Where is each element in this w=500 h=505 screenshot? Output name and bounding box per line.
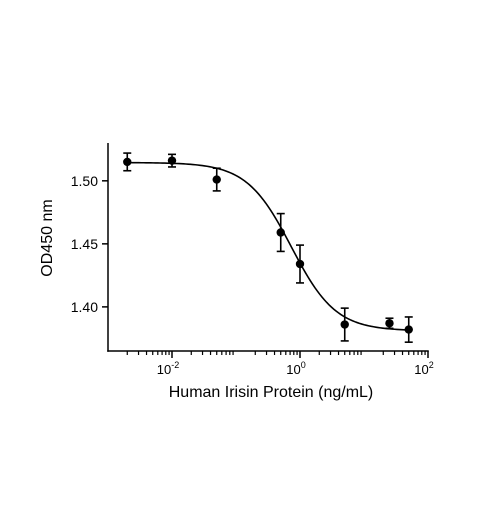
x-tick-label-exponent: -2 — [171, 360, 179, 370]
x-tick-label-base: 10 — [286, 362, 300, 377]
data-point-marker — [276, 228, 285, 237]
data-point — [167, 153, 177, 168]
x-tick-label: 102 — [414, 360, 433, 377]
y-tick-label: 1.45 — [71, 236, 98, 252]
data-point — [385, 317, 394, 330]
x-tick-label-exponent: 0 — [301, 360, 306, 370]
data-point — [404, 316, 413, 343]
fit-curve — [127, 161, 409, 331]
y-tick-label: 1.40 — [71, 299, 98, 315]
data-point — [295, 244, 305, 284]
x-tick-label: 10-2 — [157, 360, 179, 377]
data-point — [212, 167, 221, 192]
fit-curve-layer — [127, 161, 409, 331]
data-point-marker — [167, 156, 177, 165]
x-tick-label-base: 10 — [157, 362, 171, 377]
data-points-layer — [123, 152, 413, 343]
data-point-marker — [340, 320, 349, 329]
data-point — [276, 212, 285, 253]
data-point — [123, 152, 132, 172]
data-point-marker — [295, 259, 305, 269]
data-point — [340, 307, 349, 342]
y-tick-label: 1.50 — [71, 173, 98, 189]
x-tick-label: 100 — [286, 360, 305, 377]
data-point-marker — [385, 319, 394, 328]
data-point-marker — [123, 157, 132, 167]
x-tick-label-exponent: 2 — [429, 360, 434, 370]
x-tick-label-base: 10 — [414, 362, 428, 377]
y-axis-label: OD450 nm — [39, 199, 56, 276]
data-point-marker — [212, 175, 221, 184]
data-point-marker — [404, 325, 413, 334]
x-axis-label: Human Irisin Protein (ng/mL) — [169, 384, 374, 401]
